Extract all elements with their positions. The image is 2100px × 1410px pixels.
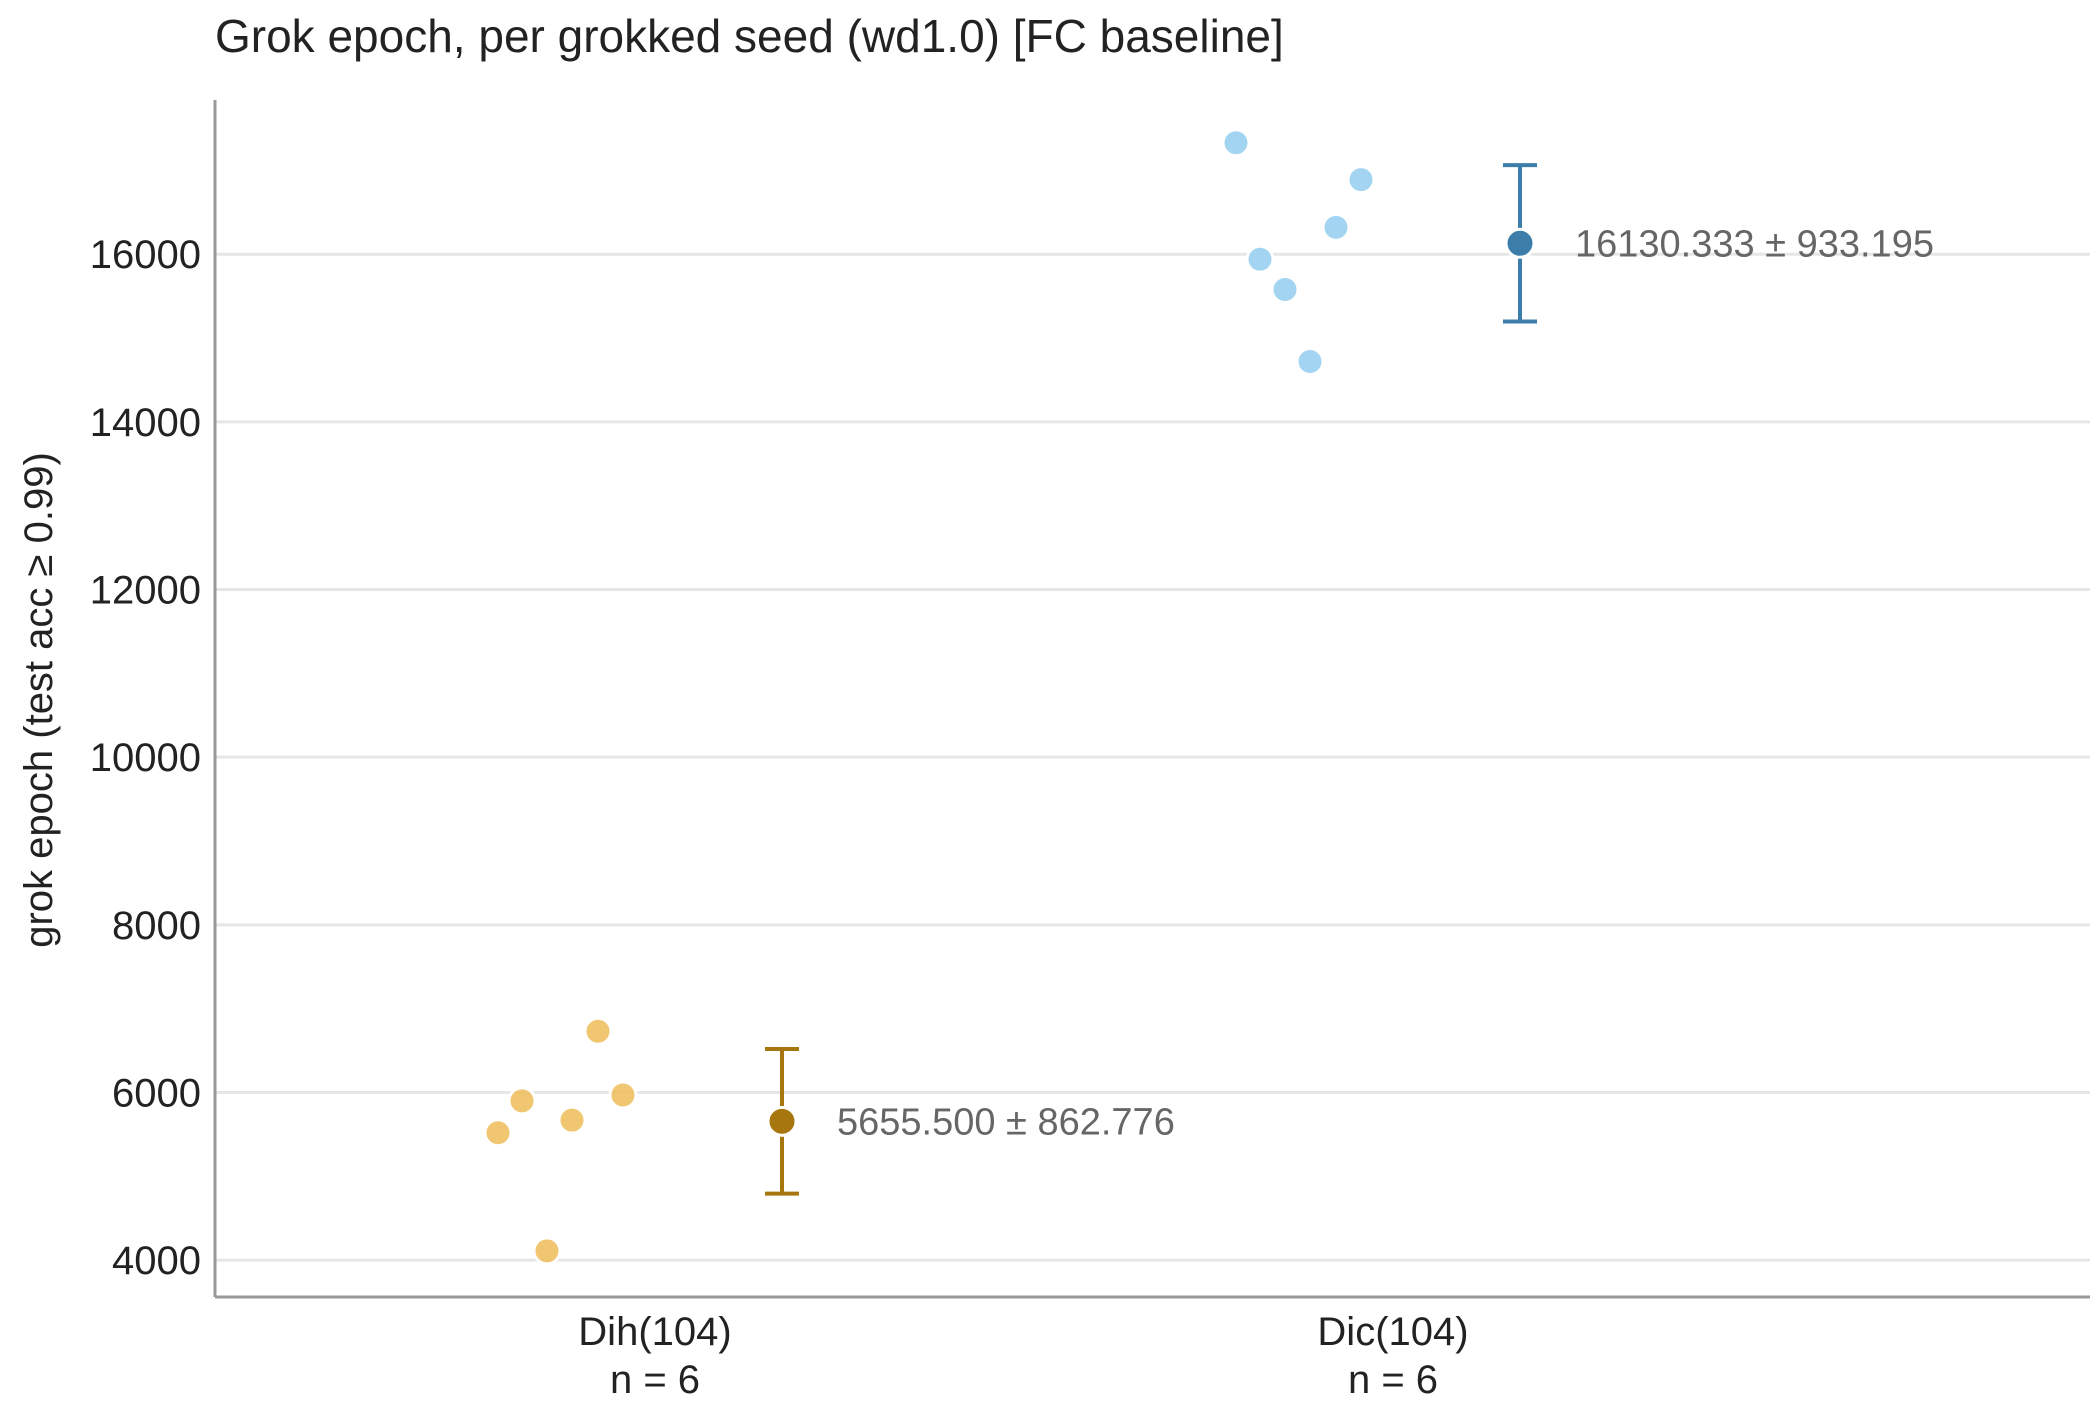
chart-title: Grok epoch, per grokked seed (wd1.0) [FC…: [215, 10, 1284, 62]
data-point: [1321, 212, 1351, 242]
mean-annotation: 5655.500 ± 862.776: [837, 1101, 1175, 1143]
y-tick-label: 14000: [90, 401, 201, 445]
y-tick-label: 10000: [90, 736, 201, 780]
series-Dic(104): 16130.333 ± 933.195: [1221, 128, 1934, 377]
y-ticks: 4000 6000 8000 10000 12000 14000 16000: [90, 233, 201, 1283]
mean-marker: [766, 1105, 798, 1137]
data-point: [1295, 347, 1325, 377]
data-point: [483, 1118, 513, 1148]
x-tick-label: Dic(104): [1317, 1310, 1468, 1354]
y-tick-label: 4000: [112, 1239, 201, 1283]
x-tick-n-label: n = 6: [610, 1358, 700, 1402]
x-tick-label: Dih(104): [578, 1310, 731, 1354]
y-tick-label: 16000: [90, 233, 201, 277]
mean-marker: [1504, 227, 1536, 259]
data-point: [1270, 274, 1300, 304]
data-point: [507, 1086, 537, 1116]
data-point: [1346, 165, 1376, 195]
data-point: [532, 1236, 562, 1266]
data-point: [583, 1016, 613, 1046]
x-tick-n-label: n = 6: [1348, 1358, 1438, 1402]
data-point: [1221, 128, 1251, 158]
series-Dih(104): 5655.500 ± 862.776: [483, 1016, 1175, 1266]
y-tick-label: 12000: [90, 569, 201, 613]
data-point: [608, 1080, 638, 1110]
y-tick-label: 6000: [112, 1071, 201, 1115]
series: 5655.500 ± 862.776 16130.333 ± 933.195: [483, 128, 1934, 1266]
y-axis-label: grok epoch (test acc ≥ 0.99): [17, 452, 61, 948]
mean-annotation: 16130.333 ± 933.195: [1575, 223, 1934, 265]
data-point: [1245, 244, 1275, 274]
y-tick-label: 8000: [112, 904, 201, 948]
data-point: [557, 1105, 587, 1135]
